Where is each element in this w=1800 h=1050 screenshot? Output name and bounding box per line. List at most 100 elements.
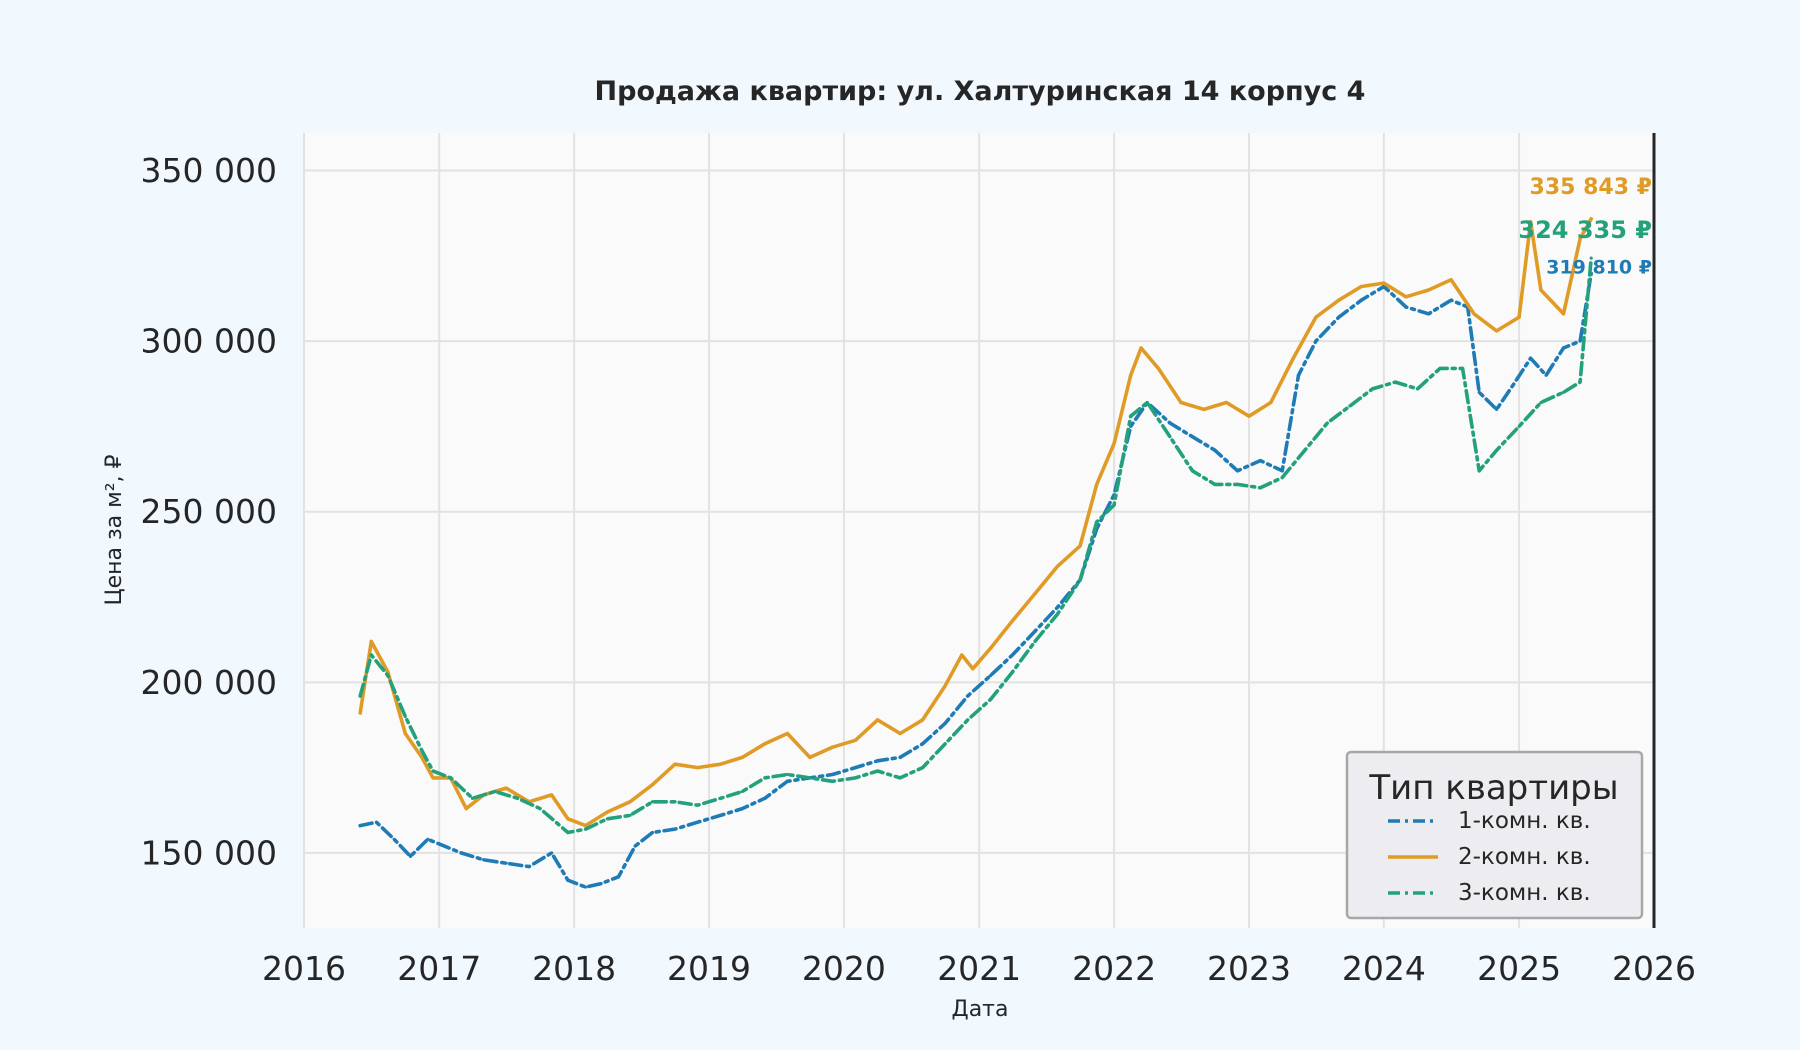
series-1-point	[374, 820, 379, 824]
series-2-point	[1578, 237, 1582, 241]
y-tick-labels: 150 000 200 000 250 000 300 000 350 000	[141, 151, 277, 872]
series-3-point	[673, 800, 677, 804]
series-2-point	[1528, 220, 1533, 224]
series-2-point	[1404, 295, 1408, 299]
series-3-point	[516, 796, 520, 800]
series-2-point	[1202, 407, 1206, 411]
series-3-point	[1235, 482, 1240, 487]
x-tick-label: 2020	[802, 949, 886, 988]
series-1-point	[1296, 373, 1301, 377]
series-1-point	[358, 824, 362, 828]
series-3-point	[386, 673, 390, 678]
series-3-point	[921, 766, 925, 770]
y-axis-label: Цена за м², ₽	[102, 454, 127, 605]
series-3-point	[1460, 366, 1465, 371]
series-2-point	[898, 731, 902, 736]
series-1-point	[459, 851, 463, 855]
series-3-point	[1112, 503, 1116, 507]
series-3-point	[605, 817, 610, 821]
series-3-point	[1370, 387, 1374, 391]
series-1-point	[740, 806, 744, 811]
series-3-point	[628, 813, 632, 818]
end-label-2: 335 843 ₽	[1530, 175, 1652, 200]
series-3-point	[830, 779, 835, 783]
x-tick-label: 2019	[667, 949, 751, 988]
series-3-point	[1578, 380, 1582, 384]
series-1-point	[1426, 312, 1431, 316]
series-2-point	[673, 762, 677, 766]
series-2-point	[650, 783, 655, 787]
x-tick-label: 2023	[1207, 949, 1291, 988]
series-2-point	[921, 718, 925, 722]
x-tick-label: 2026	[1612, 949, 1696, 988]
series-1-point	[616, 875, 621, 879]
series-3-point	[1145, 400, 1149, 405]
x-tick-label: 2024	[1342, 949, 1426, 988]
series-1-point	[830, 772, 835, 777]
series-1-point	[599, 882, 603, 886]
x-tick-label: 2022	[1072, 949, 1156, 988]
series-2-point	[1449, 278, 1453, 282]
series-1-point	[763, 796, 767, 800]
legend-box	[1345, 750, 1644, 920]
series-3-point	[808, 776, 812, 780]
series-1-point	[442, 844, 447, 848]
legend-label-3: 3-комн. кв.	[1458, 880, 1591, 906]
series-3-point	[1539, 400, 1543, 405]
series-1-point	[584, 885, 588, 889]
y-tick-label: 300 000	[141, 322, 277, 361]
series-2-point	[1382, 281, 1386, 285]
series-3-point	[898, 776, 902, 780]
series-2-point	[1033, 592, 1037, 596]
series-3-point	[1561, 390, 1566, 394]
series-1-point	[392, 837, 396, 841]
series-1-point	[989, 673, 993, 678]
series-1-point	[408, 854, 413, 858]
series-1-point	[1494, 407, 1499, 411]
series-2-point	[1010, 619, 1015, 623]
series-3-point	[449, 776, 453, 780]
series-1-point	[504, 861, 508, 865]
series-1-point	[527, 864, 531, 869]
series-1-point	[1235, 469, 1240, 473]
series-2-point	[1179, 400, 1183, 405]
series-1-point	[1578, 339, 1582, 343]
series-1-point	[785, 779, 789, 783]
x-tick-label: 2016	[262, 949, 346, 988]
series-layer	[358, 217, 1593, 889]
series-1-point	[1561, 346, 1566, 350]
series-1-point	[1382, 284, 1386, 289]
series-1-point	[1168, 421, 1172, 425]
series-2-point	[1112, 441, 1116, 446]
x-tick-label: 2021	[937, 949, 1021, 988]
series-1-point	[966, 694, 970, 698]
series-3-point	[1438, 366, 1442, 371]
end-label-3: 324 335 ₽	[1518, 216, 1652, 244]
series-2-point	[1055, 564, 1060, 568]
series-2-point	[464, 806, 468, 811]
series-2-point	[1472, 312, 1476, 316]
series-2-point	[358, 711, 362, 715]
series-3-point	[966, 718, 970, 722]
series-3-point	[1168, 435, 1172, 439]
series-3-point	[1033, 639, 1037, 643]
series-2-point	[431, 776, 435, 780]
series-3-point	[420, 748, 424, 753]
series-3-point	[943, 742, 947, 746]
series-3-point	[1517, 424, 1521, 429]
series-line-1	[358, 271, 1593, 889]
series-1-point	[1404, 305, 1408, 309]
series-2-point	[875, 718, 880, 722]
series-3-point	[740, 789, 744, 794]
legend-label-1: 1-комн. кв.	[1458, 808, 1591, 834]
series-1-point	[1280, 469, 1284, 473]
series-2-point	[1517, 315, 1521, 319]
series-2-point	[785, 731, 789, 736]
series-3-point	[1078, 578, 1082, 582]
series-3-point	[584, 827, 588, 831]
series-2-point	[605, 810, 610, 814]
series-3-point	[1280, 476, 1284, 480]
series-2-point	[369, 639, 373, 643]
series-2-point	[628, 800, 632, 804]
